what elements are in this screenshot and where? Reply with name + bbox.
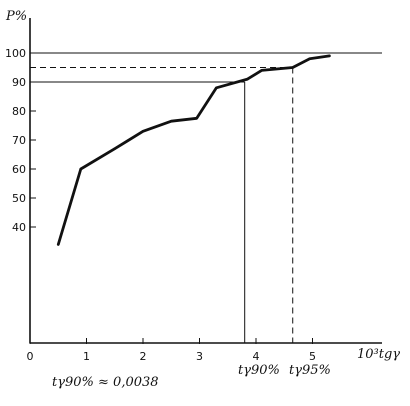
x-tick-label: 5 (309, 350, 316, 363)
series-line-0 (56, 54, 331, 246)
x-tick-label: 1 (83, 350, 90, 363)
data-point (308, 57, 311, 60)
annotation-t95-marker: tγ95% (289, 363, 331, 378)
data-point (141, 130, 145, 133)
x-tick-label: 4 (253, 350, 260, 363)
data-point (170, 119, 173, 123)
ticks: 0 1 2 3 4 5 40 50 60 70 80 90 100 (5, 47, 316, 363)
annotation-t90-value: tγ90% ≈ 0,0038 (52, 375, 159, 390)
reference-lines (30, 52, 382, 343)
data-point (328, 54, 331, 58)
x-axis-label: 10³tgγ (357, 347, 400, 362)
y-axis-label: P% (5, 9, 27, 24)
data-series (56, 54, 331, 246)
y-tick-label: 80 (12, 105, 26, 118)
data-point (79, 167, 83, 171)
x-tick-label: 0 (27, 350, 34, 363)
axes (29, 18, 382, 344)
annotation-t90-marker: tγ90% (238, 363, 280, 378)
x-tick-label: 2 (140, 350, 147, 363)
data-point (246, 77, 249, 81)
x-tick-label: 3 (196, 350, 203, 363)
data-point (113, 147, 116, 150)
y-tick-label: 100 (5, 47, 26, 60)
y-tick-label: 90 (12, 76, 26, 89)
y-tick-label: 40 (12, 221, 26, 234)
data-point (291, 66, 294, 69)
data-point (195, 117, 198, 120)
data-point (215, 86, 218, 90)
y-tick-label: 70 (12, 134, 26, 147)
y-tick-label: 60 (12, 163, 26, 176)
data-point (57, 243, 60, 246)
y-tick-label: 50 (12, 192, 26, 205)
data-point (260, 69, 263, 72)
